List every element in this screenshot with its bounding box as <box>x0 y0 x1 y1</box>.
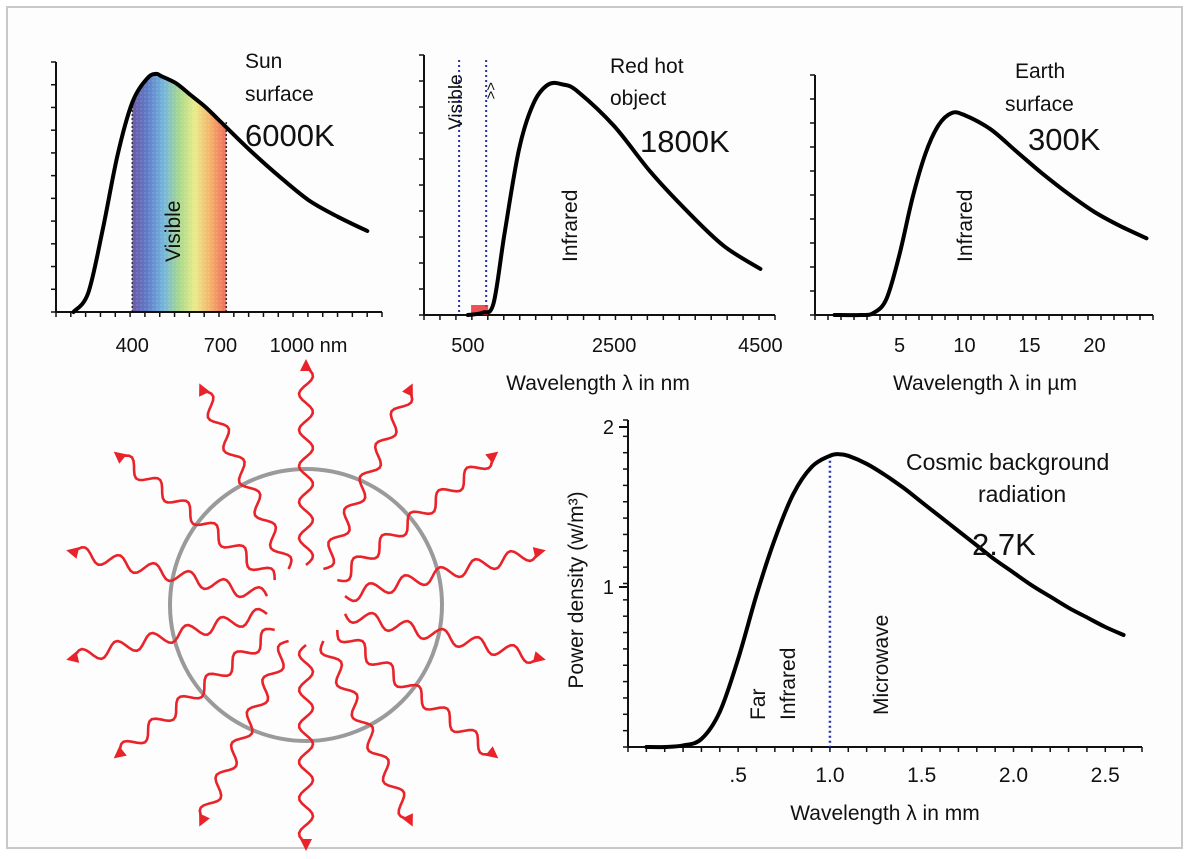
red-hot-xlabel: Wavelength λ in nm <box>506 372 690 395</box>
x-tick-label: .5 <box>729 764 747 787</box>
x-tick-label: 1000 nm <box>270 335 348 357</box>
x-tick-label: 500 <box>451 335 484 357</box>
red-hot-panel: 500 2500 4500 Red hot object 1800K Visible… <box>419 54 783 395</box>
radiation-wave <box>73 546 269 599</box>
cmb-temperature: 2.7K <box>972 527 1036 562</box>
x-tick-label: 2.0 <box>999 764 1028 787</box>
radiation-arrowhead <box>402 813 413 827</box>
radiation-arrowhead <box>485 746 499 759</box>
radiation-wave <box>119 454 276 581</box>
earth-axes <box>810 74 1154 320</box>
radiation-wave <box>297 644 315 844</box>
earth-label-line2: surface <box>1005 93 1074 116</box>
earth-label-line1: Earth <box>1015 60 1065 83</box>
cmb-axes: 12 <box>603 417 1143 752</box>
red-hot-infrared-label: Infrared <box>559 190 582 262</box>
radiation-arrowhead <box>485 451 499 464</box>
radiation-wave <box>72 607 268 661</box>
radiation-wave <box>323 390 414 571</box>
x-tick-label: 4500 <box>738 335 783 357</box>
x-tick-label: 10 <box>953 335 975 357</box>
radiation-arrowhead <box>532 651 546 663</box>
x-tick-label: 5 <box>894 335 905 357</box>
x-tick-label: 2.5 <box>1091 764 1120 787</box>
radiation-wave <box>118 627 275 754</box>
red-hot-small-marker: << <box>482 82 499 100</box>
sun-curve <box>71 71 370 314</box>
cmb-microwave-label: Microwave <box>870 615 893 715</box>
visible-spectrum-texture <box>132 73 227 312</box>
red-hot-tick-labels: 500 2500 4500 <box>451 335 782 357</box>
x-tick-label: 2500 <box>592 335 637 357</box>
cmb-label-line1: Cosmic background <box>906 449 1109 475</box>
radiation-wave <box>343 611 539 664</box>
x-tick-label: 20 <box>1083 335 1105 357</box>
radiation-arrowhead <box>402 383 413 397</box>
sun-axes <box>51 61 383 317</box>
cmb-tick-labels: .5 1.0 1.5 2.0 2.5 <box>729 764 1120 787</box>
earth-curve <box>832 110 1149 318</box>
red-hot-temperature: 1800K <box>640 124 730 159</box>
radiation-wave <box>344 549 540 603</box>
radiation-arrowhead <box>113 451 127 464</box>
radiating-sphere-illustration <box>66 359 546 851</box>
sun-label-line2: surface <box>245 83 314 106</box>
radiation-wave <box>297 366 315 566</box>
cmb-xlabel: Wavelength λ in mm <box>790 802 979 825</box>
radiation-wave <box>198 639 289 820</box>
y-tick-label: 1 <box>603 577 614 599</box>
red-hot-label-line2: object <box>610 87 666 110</box>
cmb-far-label: Far <box>747 688 770 720</box>
radiation-wave <box>337 456 494 583</box>
radiation-arrowhead <box>113 746 127 759</box>
radiation-waves <box>66 359 546 851</box>
earth-xlabel: Wavelength λ in µm <box>893 372 1077 395</box>
radiation-arrowhead <box>300 359 312 371</box>
sphere-outline <box>168 467 444 743</box>
radiation-arrowhead <box>66 547 80 559</box>
radiation-wave <box>202 389 293 570</box>
x-tick-label: 700 <box>204 335 237 357</box>
sun-visible-label: Visible <box>162 201 185 262</box>
red-hot-visible-sliver <box>471 305 489 315</box>
sun-panel: 400 700 1000 nm Sun surface 6000K Visible <box>51 50 383 357</box>
earth-panel: 5 10 15 20 Earth surface 300K Infrared Wave… <box>810 60 1154 395</box>
cmb-ylabel: Power density (w/m³) <box>565 491 588 688</box>
cmb-infrared-label: Infrared <box>777 648 800 720</box>
red-hot-curve <box>465 80 763 317</box>
red-hot-visible-label: Visible <box>446 74 467 130</box>
cmb-curve <box>644 452 1126 750</box>
radiation-arrowhead <box>300 839 312 851</box>
radiation-arrowhead <box>532 547 546 559</box>
sun-temperature: 6000K <box>245 118 335 153</box>
x-tick-label: 1.0 <box>815 764 844 787</box>
earth-temperature: 300K <box>1028 122 1101 157</box>
radiation-wave <box>336 629 493 756</box>
cmb-label-line2: radiation <box>978 481 1066 507</box>
radiation-arrowhead <box>199 813 210 827</box>
earth-tick-labels: 5 10 15 20 <box>894 335 1106 357</box>
sun-tick-labels: 400 700 1000 nm <box>116 335 348 357</box>
earth-infrared-label: Infrared <box>954 190 977 262</box>
sun-label-line1: Sun <box>245 50 282 73</box>
red-hot-axes <box>419 54 776 320</box>
red-hot-label-line1: Red hot <box>610 55 684 78</box>
radiation-arrowhead <box>199 383 210 397</box>
x-tick-label: 400 <box>116 335 149 357</box>
radiation-arrowhead <box>66 651 80 663</box>
radiation-wave <box>319 640 410 821</box>
y-tick-label: 2 <box>603 417 614 439</box>
x-tick-label: 15 <box>1018 335 1040 357</box>
x-tick-label: 1.5 <box>907 764 936 787</box>
cmb-panel: 12 .5 1.0 1.5 2.0 2.5 Cosmic background radi… <box>565 417 1143 825</box>
